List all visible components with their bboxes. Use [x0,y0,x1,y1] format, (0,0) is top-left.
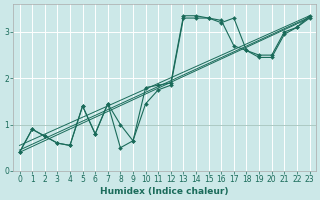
X-axis label: Humidex (Indice chaleur): Humidex (Indice chaleur) [100,187,229,196]
